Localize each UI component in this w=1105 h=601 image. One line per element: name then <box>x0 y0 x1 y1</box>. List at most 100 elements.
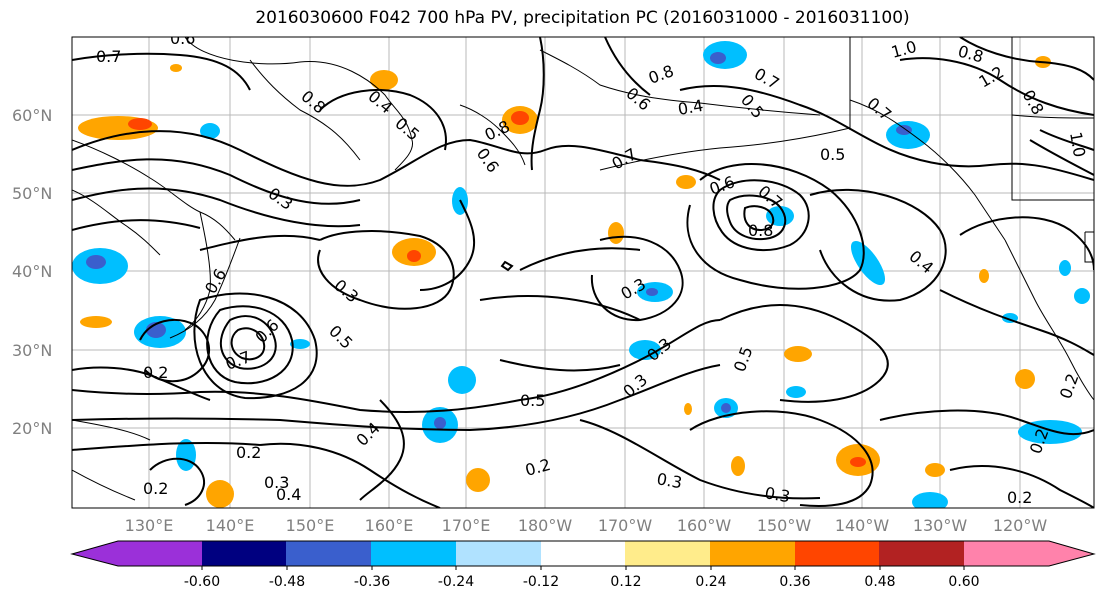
precip-blob <box>176 439 196 471</box>
colorbar-extend-low <box>72 541 118 566</box>
contour-label: 0.5 <box>520 391 545 410</box>
colorbar-tick-label: -0.36 <box>354 574 390 590</box>
contour-label: 0.3 <box>763 483 791 506</box>
precip-blob <box>925 463 945 477</box>
lat-label: 50°N <box>12 184 52 203</box>
colorbar-segment <box>286 541 372 566</box>
gridlines <box>72 37 1094 508</box>
lon-label: 140°W <box>835 516 890 535</box>
colorbar-tick-label: 0.24 <box>695 574 726 590</box>
precip-blob <box>629 340 661 360</box>
precip-blob <box>434 417 446 429</box>
lat-label: 60°N <box>12 106 52 125</box>
colorbar-tick-label: 0.60 <box>948 574 979 590</box>
lon-label: 130°E <box>125 516 174 535</box>
precip-blob <box>731 456 745 476</box>
colorbar-segment <box>795 541 880 566</box>
colorbar-segment <box>456 541 542 566</box>
contour-label: 0.3 <box>655 469 683 492</box>
precip-blob <box>896 125 912 135</box>
colorbar-extend-high <box>1049 541 1094 566</box>
precip-blob <box>1059 260 1071 276</box>
lon-label: 160°W <box>677 516 732 535</box>
precip-blob <box>511 111 529 125</box>
lon-label: 140°E <box>206 516 255 535</box>
colorbar-tick-label: 0.12 <box>610 574 641 590</box>
colorbar-segment <box>964 541 1050 566</box>
colorbar-tick-label: -0.12 <box>523 574 559 590</box>
colorbar-segment <box>541 541 626 566</box>
precip-blob <box>979 269 989 283</box>
contour-label: 0.2 <box>143 363 168 382</box>
precip-blob <box>290 339 310 349</box>
precip-blob <box>608 222 624 244</box>
precip-blob <box>200 123 220 139</box>
pv-contours <box>72 37 1094 508</box>
precip-blob <box>1074 288 1090 304</box>
colorbar-segment <box>625 541 711 566</box>
contour-label: 0.4 <box>276 485 301 504</box>
contour-label: 1.0 <box>1066 130 1089 158</box>
precip-blob <box>710 52 726 64</box>
colorbar-tick-label: -0.48 <box>269 574 305 590</box>
lon-label: 180°W <box>518 516 573 535</box>
colorbar-outline <box>70 540 1096 567</box>
precip-blob <box>370 70 398 90</box>
lon-label: 150°E <box>286 516 335 535</box>
lon-label: 130°W <box>913 516 968 535</box>
coastlines <box>72 37 1094 501</box>
latitude-labels: 20°N 30°N 40°N 50°N 60°N <box>12 106 52 438</box>
precip-blob <box>886 121 930 149</box>
contour-label: 0.4 <box>676 96 704 119</box>
colorbar-tick-label: -0.24 <box>438 574 474 590</box>
colorbar-tick-label: -0.60 <box>184 574 220 590</box>
colorbar-segment <box>371 541 457 566</box>
lon-label: 160°E <box>365 516 414 535</box>
precip-blob <box>80 316 112 328</box>
colorbar-segment <box>879 541 965 566</box>
precip-blob <box>466 468 490 492</box>
colorbar-tick-label: 0.36 <box>779 574 810 590</box>
precip-blob <box>684 403 692 415</box>
precip-blob <box>1015 369 1035 389</box>
colorbar-segment <box>202 541 287 566</box>
contour-label: 0.2 <box>1007 488 1032 507</box>
precip-blob <box>128 118 152 130</box>
longitude-labels: 130°E 140°E 150°E 160°E 170°E 180°W 170°… <box>125 516 1048 535</box>
lat-label: 40°N <box>12 262 52 281</box>
precip-blob <box>407 250 421 262</box>
colorbar-tick-label: 0.48 <box>864 574 895 590</box>
precip-blob <box>676 175 696 189</box>
colorbar-segment <box>117 541 203 566</box>
precip-blob <box>206 480 234 508</box>
precip-blob <box>448 366 476 394</box>
contour-label: 0.2 <box>143 479 168 498</box>
lat-label: 30°N <box>12 341 52 360</box>
colorbar-ticks <box>201 566 965 570</box>
precip-blob <box>721 403 731 413</box>
contour-label: 0.5 <box>820 145 845 164</box>
lon-label: 170°E <box>442 516 491 535</box>
precip-blob <box>850 457 866 467</box>
lat-label: 20°N <box>12 419 52 438</box>
precip-blob <box>784 346 812 362</box>
contour-label: 0.6 <box>170 29 195 48</box>
lon-label: 150°W <box>757 516 812 535</box>
lon-label: 170°W <box>598 516 653 535</box>
precip-blob <box>86 255 106 269</box>
map-frame <box>71 36 1095 509</box>
precip-blob <box>703 41 747 69</box>
map-title: 2016030600 F042 700 hPa PV, precipitatio… <box>255 8 910 28</box>
contour-label: 0.2 <box>236 443 261 462</box>
contour-label: 0.3 <box>264 473 289 492</box>
precip-blob <box>850 240 886 286</box>
colorbar-segment <box>710 541 796 566</box>
colorbar: -0.60 -0.48 -0.36 -0.24 -0.12 0.12 0.24 … <box>70 540 1096 590</box>
precip-blob <box>912 492 948 508</box>
contour-label: 0.8 <box>748 221 773 240</box>
precip-blob <box>786 386 806 398</box>
precip-blob <box>646 288 658 296</box>
contour-label: 0.7 <box>96 47 121 66</box>
precipitation-shading <box>72 41 1090 508</box>
